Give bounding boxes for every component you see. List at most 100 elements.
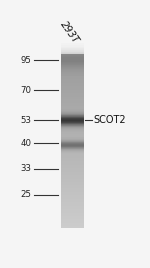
Bar [61, 73, 84, 75]
Bar [61, 158, 84, 159]
Bar [61, 93, 84, 94]
Bar [61, 95, 84, 96]
Bar [61, 50, 84, 51]
Bar [61, 74, 84, 76]
Bar [61, 115, 84, 116]
Bar [61, 148, 84, 149]
Bar [61, 75, 84, 76]
Bar [61, 130, 84, 131]
Bar [61, 137, 84, 138]
Bar [61, 208, 84, 209]
Bar [61, 56, 84, 57]
Bar [61, 212, 84, 213]
Bar [61, 213, 84, 214]
Bar [61, 116, 84, 117]
Bar [61, 109, 84, 110]
Bar [61, 150, 84, 151]
Bar [61, 75, 84, 76]
Bar [61, 66, 84, 67]
Bar [61, 80, 84, 82]
Bar [61, 199, 84, 200]
Bar [61, 188, 84, 189]
Bar [61, 63, 84, 64]
Bar [61, 96, 84, 98]
Bar [61, 146, 84, 147]
Bar [61, 49, 84, 50]
Bar [61, 219, 84, 220]
Bar [61, 156, 84, 158]
Bar [61, 132, 84, 133]
Bar [61, 206, 84, 207]
Bar [61, 148, 84, 149]
Bar [61, 105, 84, 106]
Bar [61, 113, 84, 114]
Bar [61, 91, 84, 92]
Bar [61, 150, 84, 151]
Bar [61, 118, 84, 119]
Bar [61, 83, 84, 84]
Bar [61, 44, 84, 45]
Bar [61, 122, 84, 123]
Bar [61, 202, 84, 203]
Bar [61, 111, 84, 112]
Bar [61, 207, 84, 208]
Bar [61, 56, 84, 57]
Bar [61, 155, 84, 156]
Bar [61, 139, 84, 140]
Bar [61, 162, 84, 164]
Bar [61, 76, 84, 77]
Bar [61, 62, 84, 64]
Bar [61, 129, 84, 130]
Bar [61, 162, 84, 163]
Bar [61, 131, 84, 132]
Bar [61, 119, 84, 120]
Text: 293T: 293T [59, 20, 81, 46]
Bar [61, 200, 84, 201]
Bar [61, 124, 84, 125]
Bar [61, 214, 84, 215]
Bar [61, 165, 84, 166]
Bar [61, 53, 84, 55]
Bar [61, 62, 84, 63]
Bar [61, 110, 84, 111]
Bar [61, 155, 84, 157]
Bar [61, 71, 84, 72]
Bar [61, 149, 84, 151]
Bar [61, 181, 84, 182]
Bar [61, 97, 84, 98]
Bar [61, 220, 84, 221]
Bar [61, 69, 84, 70]
Bar [61, 189, 84, 190]
Bar [61, 67, 84, 68]
Bar [61, 218, 84, 219]
Bar [61, 178, 84, 179]
Bar [61, 109, 84, 110]
Bar [61, 58, 84, 59]
Bar [61, 166, 84, 167]
Bar [61, 182, 84, 183]
Bar [61, 116, 84, 117]
Bar [61, 66, 84, 67]
Bar [61, 103, 84, 105]
Bar [61, 114, 84, 115]
Bar [61, 61, 84, 62]
Bar [61, 52, 84, 53]
Bar [61, 111, 84, 112]
Bar [61, 115, 84, 117]
Bar [61, 61, 84, 62]
Bar [61, 58, 84, 59]
Bar [61, 189, 84, 191]
Bar [61, 118, 84, 119]
Bar [61, 176, 84, 177]
Bar [61, 94, 84, 95]
Bar [61, 195, 84, 196]
Bar [61, 221, 84, 222]
Bar [19, 228, 135, 239]
Bar [61, 134, 84, 135]
Bar [61, 184, 84, 185]
Bar [61, 102, 84, 103]
Bar [61, 227, 84, 228]
Bar [61, 117, 84, 118]
Bar [61, 67, 84, 69]
Bar [61, 98, 84, 99]
